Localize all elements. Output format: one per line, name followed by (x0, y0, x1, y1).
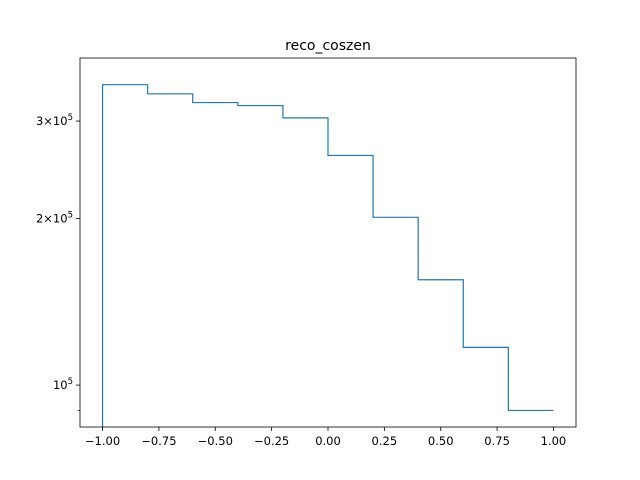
x-tick-label: −0.50 (198, 434, 233, 448)
x-axis: −1.00 −0.75 −0.50 −0.25 0.00 0.25 0.50 0.75 1.00 (85, 427, 566, 448)
x-tick-label: 0.25 (372, 434, 398, 448)
x-tick-label: 0.00 (315, 434, 341, 448)
histogram-step-line (101, 84, 554, 427)
axes-frame (79, 57, 577, 428)
x-tick-label: −0.75 (141, 434, 176, 448)
y-tick-label: 3×105 (36, 113, 73, 128)
chart-title: reco_coszen (285, 38, 371, 54)
y-tick-label: 105 (53, 377, 73, 392)
x-tick-label: 0.75 (484, 434, 510, 448)
y-axis: 105 2×105 3×105 (36, 113, 80, 411)
x-tick-label: −0.25 (254, 434, 289, 448)
x-tick-label: 1.00 (541, 434, 567, 448)
y-tick-label: 2×105 (36, 211, 73, 226)
x-tick-label: −1.00 (85, 434, 120, 448)
plot-area (101, 84, 554, 427)
x-tick-label: 0.50 (428, 434, 454, 448)
